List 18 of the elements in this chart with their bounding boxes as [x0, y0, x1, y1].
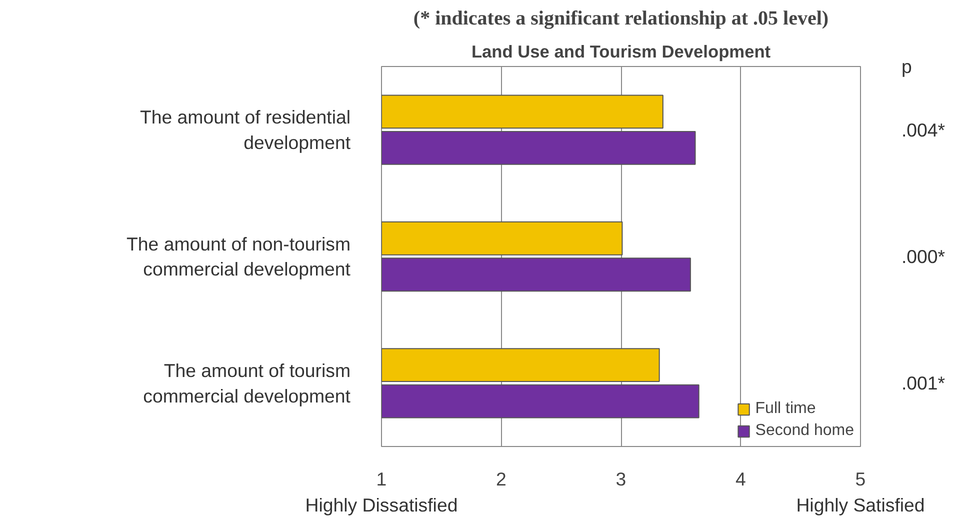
- text: Highly Dissatisfied: [305, 494, 458, 516]
- text: .001*: [902, 372, 946, 394]
- x-tick-label: 2: [496, 468, 506, 490]
- text: .000*: [902, 246, 946, 267]
- x-tick-label: 4: [736, 468, 746, 490]
- legend-label: Second home: [755, 422, 854, 440]
- chart-title: (* indicates a significant relationship at .05 level): [413, 8, 829, 30]
- text: .004*: [902, 119, 946, 140]
- legend-label: Full time: [755, 400, 816, 418]
- x-tick-label: 3: [616, 468, 626, 490]
- x-tick-label: 1: [376, 468, 387, 490]
- chart-subtitle: Land Use and Tourism Development: [471, 42, 771, 62]
- y-tick-label: The amount of tourism commercial development: [143, 360, 352, 406]
- x-tick-label: 5: [855, 468, 866, 490]
- y-tick-label: The amount of residential development: [140, 106, 352, 153]
- text: Highly Satisfied: [796, 494, 925, 516]
- y-tick-label: The amount of non-tourism commercial development: [126, 233, 352, 280]
- text: p: [902, 56, 912, 77]
